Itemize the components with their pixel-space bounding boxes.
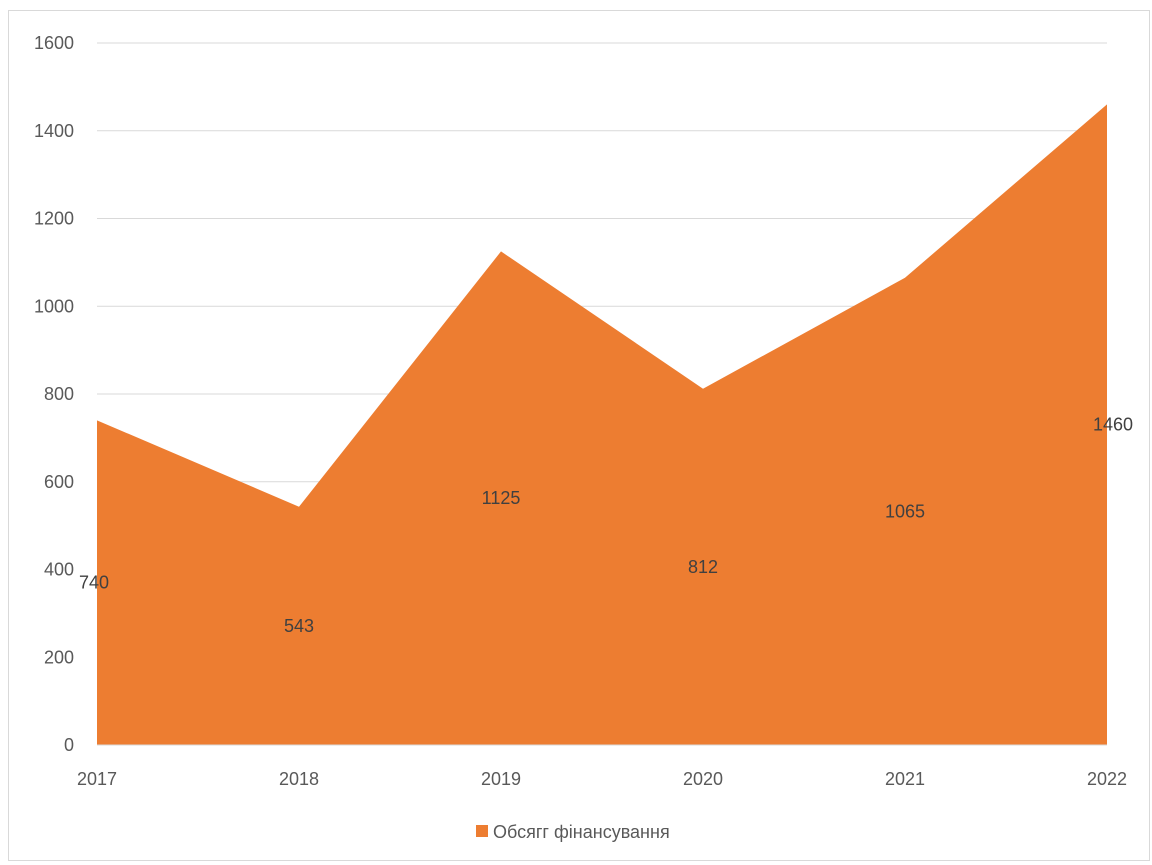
x-tick-label: 2019 <box>481 769 521 789</box>
data-label: 543 <box>284 616 314 636</box>
y-tick-label: 200 <box>44 647 74 667</box>
y-tick-label: 600 <box>44 472 74 492</box>
y-tick-label: 400 <box>44 560 74 580</box>
data-label: 1460 <box>1093 415 1133 435</box>
data-label: 740 <box>79 573 109 593</box>
y-axis: 0 200 400 600 800 1000 1200 1400 1600 <box>34 33 74 755</box>
legend: Обсягг фінансування <box>476 822 670 842</box>
y-tick-label: 800 <box>44 384 74 404</box>
y-tick-label: 1400 <box>34 121 74 141</box>
series-area <box>97 104 1107 746</box>
legend-label: Обсягг фінансування <box>493 822 670 842</box>
x-tick-label: 2017 <box>77 769 117 789</box>
y-tick-label: 1600 <box>34 33 74 53</box>
data-labels: 740 543 1125 812 1065 1460 <box>79 415 1133 636</box>
x-tick-label: 2020 <box>683 769 723 789</box>
y-tick-label: 1200 <box>34 209 74 229</box>
plot-area <box>97 104 1107 746</box>
legend-swatch <box>476 825 488 837</box>
data-label: 1065 <box>885 501 925 521</box>
data-label: 812 <box>688 557 718 577</box>
x-tick-label: 2018 <box>279 769 319 789</box>
y-tick-label: 0 <box>64 735 74 755</box>
x-tick-label: 2022 <box>1087 769 1127 789</box>
x-axis: 2017 2018 2019 2020 2021 2022 <box>77 769 1127 789</box>
data-label: 1125 <box>482 488 521 508</box>
y-tick-label: 1000 <box>34 296 74 316</box>
x-tick-label: 2021 <box>885 769 925 789</box>
